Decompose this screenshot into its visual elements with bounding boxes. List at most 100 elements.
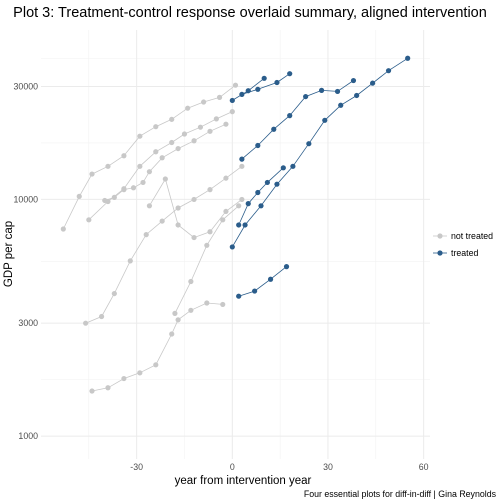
data-point (236, 203, 242, 209)
data-point (143, 232, 149, 238)
data-point (105, 163, 111, 169)
data-point (338, 102, 344, 108)
data-point (223, 121, 229, 127)
legend-item: treated (433, 248, 478, 258)
data-point (236, 222, 242, 228)
data-point (191, 234, 197, 241)
data-point (274, 79, 280, 86)
data-point (188, 307, 194, 313)
data-point (98, 313, 105, 320)
y-tick-label: 3000 (18, 318, 38, 328)
data-point (137, 370, 143, 376)
data-point (175, 145, 181, 152)
data-point (207, 128, 213, 134)
caption: Four essential plots for diff-in-diff | … (304, 489, 497, 499)
series-group (60, 55, 411, 394)
legend-key-point (437, 250, 443, 256)
data-point (255, 142, 261, 149)
data-point (261, 75, 267, 81)
legend-key-point (437, 233, 443, 239)
data-point (267, 276, 274, 282)
data-point (111, 194, 117, 200)
data-point (89, 388, 95, 394)
data-point (159, 155, 165, 161)
data-point (175, 317, 181, 323)
data-point (105, 385, 111, 391)
data-point (153, 124, 159, 130)
data-point (236, 293, 242, 299)
data-point (274, 181, 280, 187)
data-point (283, 264, 290, 270)
data-point (127, 258, 133, 264)
data-point (201, 99, 207, 105)
treated-series (229, 75, 267, 104)
data-point (255, 189, 261, 196)
series-line (62, 84, 236, 230)
x-tick-label: 0 (230, 462, 235, 472)
data-point (207, 229, 213, 235)
x-axis-title: year from intervention year (175, 475, 312, 487)
data-point (162, 176, 168, 182)
not-treated-series (86, 109, 235, 223)
data-point (86, 217, 92, 223)
data-point (287, 71, 293, 77)
data-point (239, 163, 245, 169)
data-point (242, 222, 248, 228)
y-axis-title: GDP per cap (3, 221, 15, 287)
series-line (238, 266, 287, 297)
data-point (213, 116, 219, 122)
data-point (175, 222, 181, 228)
series-line (231, 57, 408, 248)
y-tick-label: 30000 (14, 82, 39, 92)
data-point (232, 82, 239, 88)
data-point (111, 290, 117, 297)
data-point (146, 203, 153, 209)
data-point (130, 185, 137, 191)
legend-label: treated (451, 248, 478, 258)
data-point (245, 88, 251, 94)
not-treated-series (89, 300, 226, 394)
data-point (188, 278, 194, 285)
data-point (121, 375, 127, 382)
data-point (76, 193, 82, 199)
data-point (159, 218, 165, 224)
data-point (185, 105, 191, 111)
data-point (255, 86, 261, 92)
data-point (322, 117, 328, 123)
treated-series (236, 165, 286, 228)
data-point (140, 179, 146, 186)
data-point (207, 187, 213, 193)
data-point (102, 197, 108, 204)
data-point (318, 87, 325, 93)
data-point (220, 217, 226, 223)
grid-minor (41, 30, 430, 459)
not-treated-series (102, 121, 229, 204)
data-point (385, 68, 392, 74)
x-tick-label: 60 (419, 462, 429, 472)
data-point (216, 94, 223, 100)
series-line (149, 177, 243, 239)
data-point (290, 163, 296, 169)
data-point (287, 113, 293, 119)
series-line (238, 167, 284, 226)
data-point (264, 179, 270, 186)
not-treated-series (60, 82, 239, 232)
not-treated-series (83, 163, 245, 326)
data-point (137, 133, 143, 139)
data-point (239, 156, 245, 162)
data-point (229, 109, 235, 115)
data-point (89, 171, 95, 177)
data-point (204, 242, 210, 248)
series-line (85, 165, 243, 324)
data-point (169, 116, 175, 122)
data-point (223, 175, 229, 181)
data-point (191, 196, 197, 203)
legend: not treated treated (433, 231, 493, 258)
series-line (91, 302, 223, 392)
data-point (354, 92, 360, 99)
data-point (191, 138, 197, 144)
data-point (229, 97, 235, 104)
treated-series (239, 77, 357, 162)
data-point (172, 310, 178, 316)
